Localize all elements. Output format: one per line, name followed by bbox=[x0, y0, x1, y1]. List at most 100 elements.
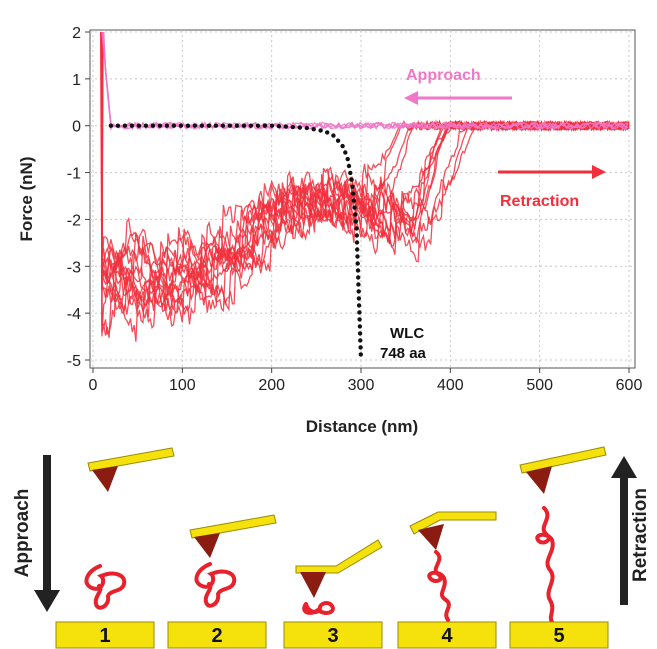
wlc-dot bbox=[354, 226, 359, 231]
wlc-dot bbox=[358, 352, 363, 357]
y-tick-label: 2 bbox=[72, 25, 81, 42]
wlc-aa-label: 748 aa bbox=[380, 345, 427, 362]
retraction-annotation-label: Retraction bbox=[500, 193, 579, 210]
wlc-dot bbox=[325, 130, 330, 135]
x-tick-label: 100 bbox=[169, 377, 196, 394]
wlc-dot bbox=[351, 191, 356, 196]
wlc-dot bbox=[192, 123, 198, 128]
protein-folded bbox=[194, 562, 237, 608]
wlc-dot bbox=[164, 123, 170, 128]
schematic-retraction-label: Retraction bbox=[630, 488, 651, 582]
wlc-dot bbox=[349, 177, 354, 182]
afm-tip bbox=[418, 524, 444, 550]
y-tick-label: -3 bbox=[67, 259, 81, 276]
wlc-dot bbox=[357, 310, 362, 315]
substrate bbox=[167, 621, 267, 649]
wlc-dot bbox=[115, 123, 121, 128]
x-tick-label: 300 bbox=[348, 377, 375, 394]
approach-annotation-label: Approach bbox=[406, 67, 481, 84]
approach-direction-arrow bbox=[34, 455, 60, 612]
wlc-dot bbox=[343, 150, 348, 155]
step-5: 5 bbox=[509, 446, 609, 649]
wlc-dot bbox=[353, 212, 358, 217]
wlc-dot bbox=[355, 261, 360, 266]
wlc-dot bbox=[352, 205, 357, 210]
y-tick-label: 0 bbox=[72, 119, 81, 136]
wlc-annotation: WLC 748 aa bbox=[380, 325, 427, 362]
x-tick-label: 200 bbox=[258, 377, 285, 394]
wlc-fit-curve bbox=[108, 123, 363, 357]
step-number: 3 bbox=[327, 625, 338, 647]
wlc-dot bbox=[276, 124, 282, 129]
protein-unfolded bbox=[535, 506, 555, 624]
substrate bbox=[55, 621, 155, 649]
y-tick-label: 1 bbox=[72, 72, 81, 89]
wlc-dot bbox=[356, 282, 361, 287]
wlc-dot bbox=[108, 123, 114, 128]
wlc-dot bbox=[220, 123, 226, 128]
wlc-dot bbox=[136, 123, 142, 128]
wlc-dot bbox=[335, 138, 341, 143]
approach-annotation: Approach bbox=[404, 67, 512, 105]
wlc-dot bbox=[357, 317, 362, 322]
wlc-dot bbox=[227, 123, 233, 128]
x-tick-label: 0 bbox=[89, 377, 98, 394]
x-tick-label: 500 bbox=[526, 377, 553, 394]
y-tick-label: -5 bbox=[67, 353, 81, 370]
afm-tip bbox=[92, 466, 118, 492]
wlc-dot bbox=[150, 123, 156, 128]
afm-tip bbox=[194, 533, 220, 558]
substrate bbox=[283, 621, 383, 649]
retraction-annotation: Retraction bbox=[498, 165, 606, 210]
y-tick-label: -2 bbox=[67, 212, 81, 229]
wlc-dot bbox=[290, 124, 295, 130]
wlc-dot bbox=[213, 123, 219, 128]
afm-tip bbox=[526, 466, 552, 494]
cantilever bbox=[295, 539, 383, 574]
wlc-dot bbox=[345, 156, 350, 162]
wlc-dot bbox=[346, 163, 352, 169]
wlc-dot bbox=[241, 123, 247, 128]
wlc-dot bbox=[355, 254, 360, 259]
wlc-dot bbox=[297, 125, 302, 130]
wlc-dot bbox=[185, 123, 191, 128]
substrate bbox=[509, 621, 609, 649]
cantilever bbox=[87, 447, 175, 472]
wlc-dot bbox=[340, 143, 345, 149]
step-number: 5 bbox=[553, 625, 564, 647]
retraction-direction-arrow bbox=[611, 456, 637, 605]
y-tick-label: -1 bbox=[67, 166, 81, 183]
wlc-dot bbox=[358, 345, 363, 350]
x-tick-label: 400 bbox=[437, 377, 464, 394]
wlc-dot bbox=[357, 331, 363, 336]
protein-folded bbox=[84, 564, 127, 610]
wlc-dot bbox=[262, 123, 268, 128]
wlc-dot bbox=[199, 123, 205, 128]
wlc-dot bbox=[157, 123, 163, 128]
step-3: 3 bbox=[283, 539, 383, 649]
substrate bbox=[397, 621, 497, 649]
approach-arrow-head bbox=[404, 91, 418, 105]
wlc-dot bbox=[354, 233, 359, 238]
wlc-dot bbox=[350, 184, 355, 189]
afm-tip bbox=[300, 572, 326, 598]
x-axis-title: Distance (nm) bbox=[306, 417, 418, 436]
wlc-dot bbox=[311, 127, 316, 132]
y-axis-title: Force (nN) bbox=[17, 157, 36, 242]
wlc-dot bbox=[354, 240, 360, 245]
wlc-dot bbox=[356, 296, 362, 301]
step-4: 4 bbox=[397, 511, 497, 649]
wlc-dot bbox=[355, 268, 361, 273]
wlc-dot bbox=[355, 247, 360, 252]
protein-partially-unfolded bbox=[427, 550, 451, 622]
wlc-dot bbox=[357, 324, 363, 329]
wlc-dot bbox=[353, 219, 358, 224]
wlc-dot bbox=[234, 123, 240, 128]
schematic-approach-label: Approach bbox=[12, 489, 33, 578]
x-tick-label: 600 bbox=[616, 377, 643, 394]
wlc-label: WLC bbox=[390, 325, 424, 342]
wlc-dot bbox=[356, 289, 361, 294]
step-number: 4 bbox=[441, 625, 453, 647]
wlc-dot bbox=[171, 123, 177, 128]
